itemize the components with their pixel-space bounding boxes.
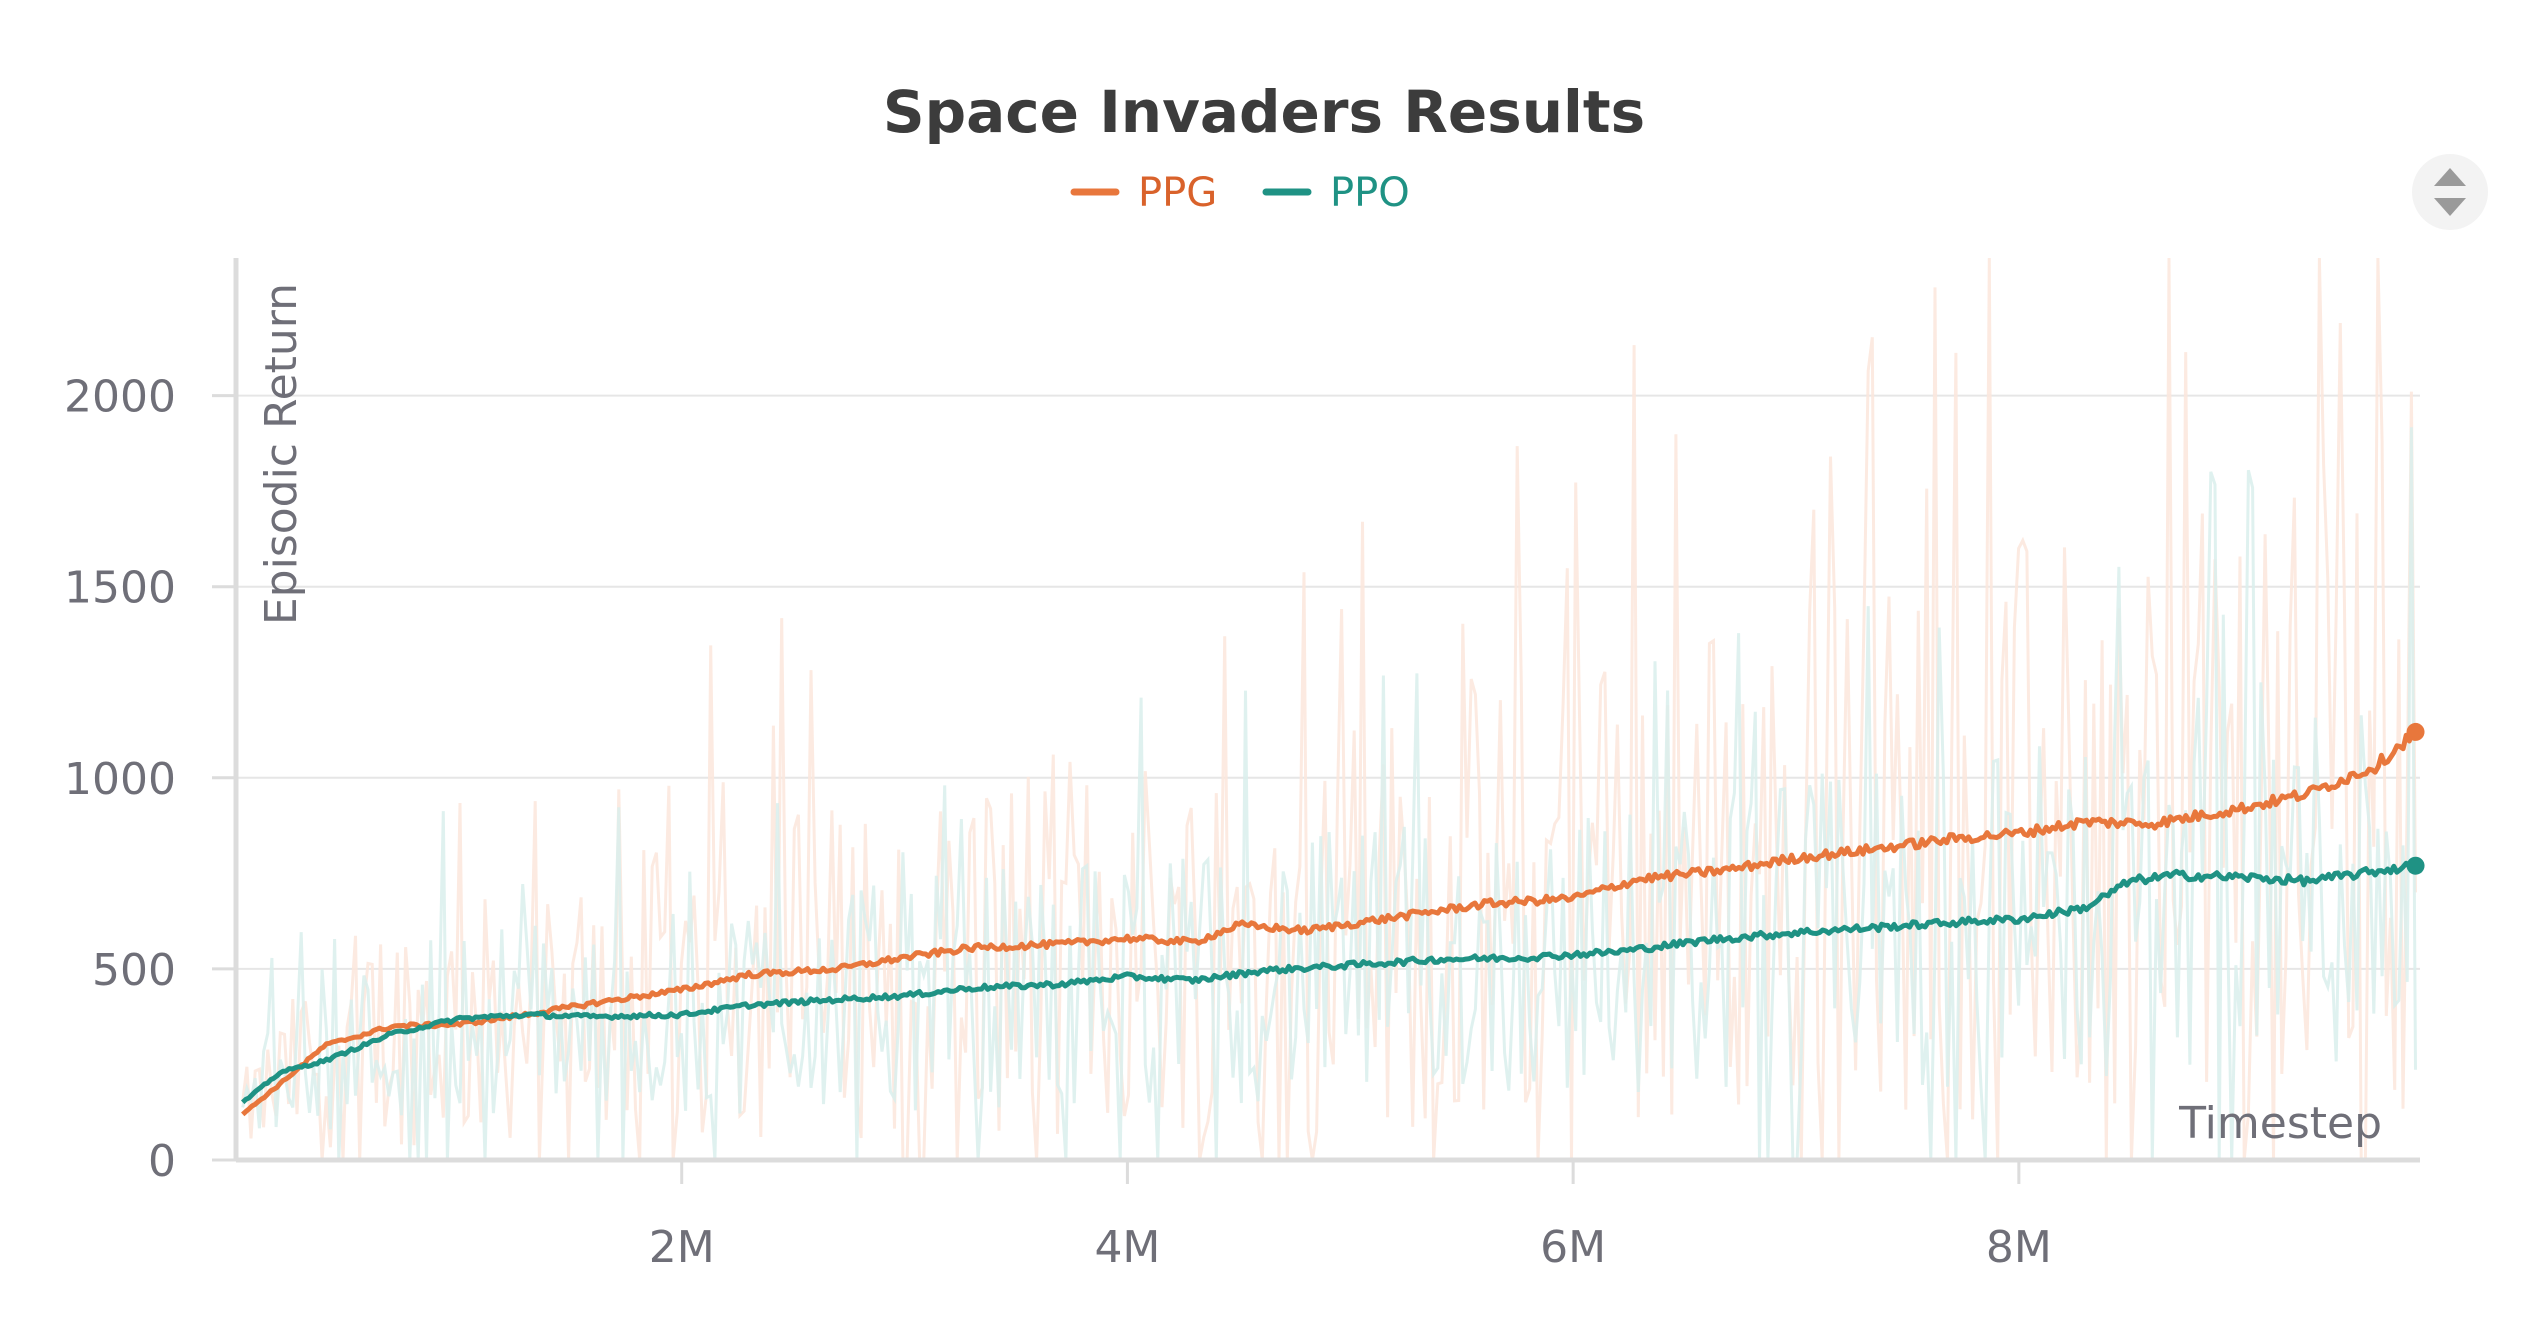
x-axis-label: Timestep bbox=[2178, 1098, 2382, 1149]
series-endpoint-ppg bbox=[2406, 722, 2425, 741]
x-tick-label-3: 8M bbox=[1986, 1222, 2052, 1273]
x-tick-label-0: 2M bbox=[649, 1222, 715, 1273]
chevron-up-icon[interactable] bbox=[2434, 168, 2466, 186]
y-tick-label-4: 2000 bbox=[64, 372, 176, 423]
legend-label-0: PPG bbox=[1138, 170, 1217, 216]
raw-series-ppo bbox=[241, 427, 2417, 1162]
legend-scroll-control[interactable] bbox=[2412, 154, 2488, 230]
x-tick-label-2: 6M bbox=[1540, 1222, 1606, 1273]
legend-scroll-bg bbox=[2412, 154, 2488, 230]
chart-title: Space Invaders Results bbox=[883, 78, 1645, 146]
series-endpoint-ppo bbox=[2406, 856, 2425, 875]
series-line-ppg bbox=[241, 728, 2417, 1117]
legend: PPG PPO bbox=[1070, 170, 1410, 216]
tick-labels: 0 500 1000 1500 2000 2M 4M 6M 8M bbox=[64, 372, 2052, 1273]
legend-label-1: PPO bbox=[1330, 170, 1410, 216]
y-tick-label-2: 1000 bbox=[64, 754, 176, 805]
y-tick-label-1: 500 bbox=[92, 945, 176, 996]
series-layer bbox=[240, 722, 2425, 1117]
raw-data-layer bbox=[241, 257, 2417, 1162]
chevron-down-icon[interactable] bbox=[2434, 198, 2466, 216]
y-axis-label: Episodic Return bbox=[256, 283, 307, 625]
axes bbox=[212, 258, 2420, 1184]
x-tick-label-1: 4M bbox=[1094, 1222, 1160, 1273]
y-tick-label-3: 1500 bbox=[64, 563, 176, 614]
series-line-ppo bbox=[240, 860, 2416, 1105]
y-tick-label-0: 0 bbox=[148, 1136, 176, 1187]
